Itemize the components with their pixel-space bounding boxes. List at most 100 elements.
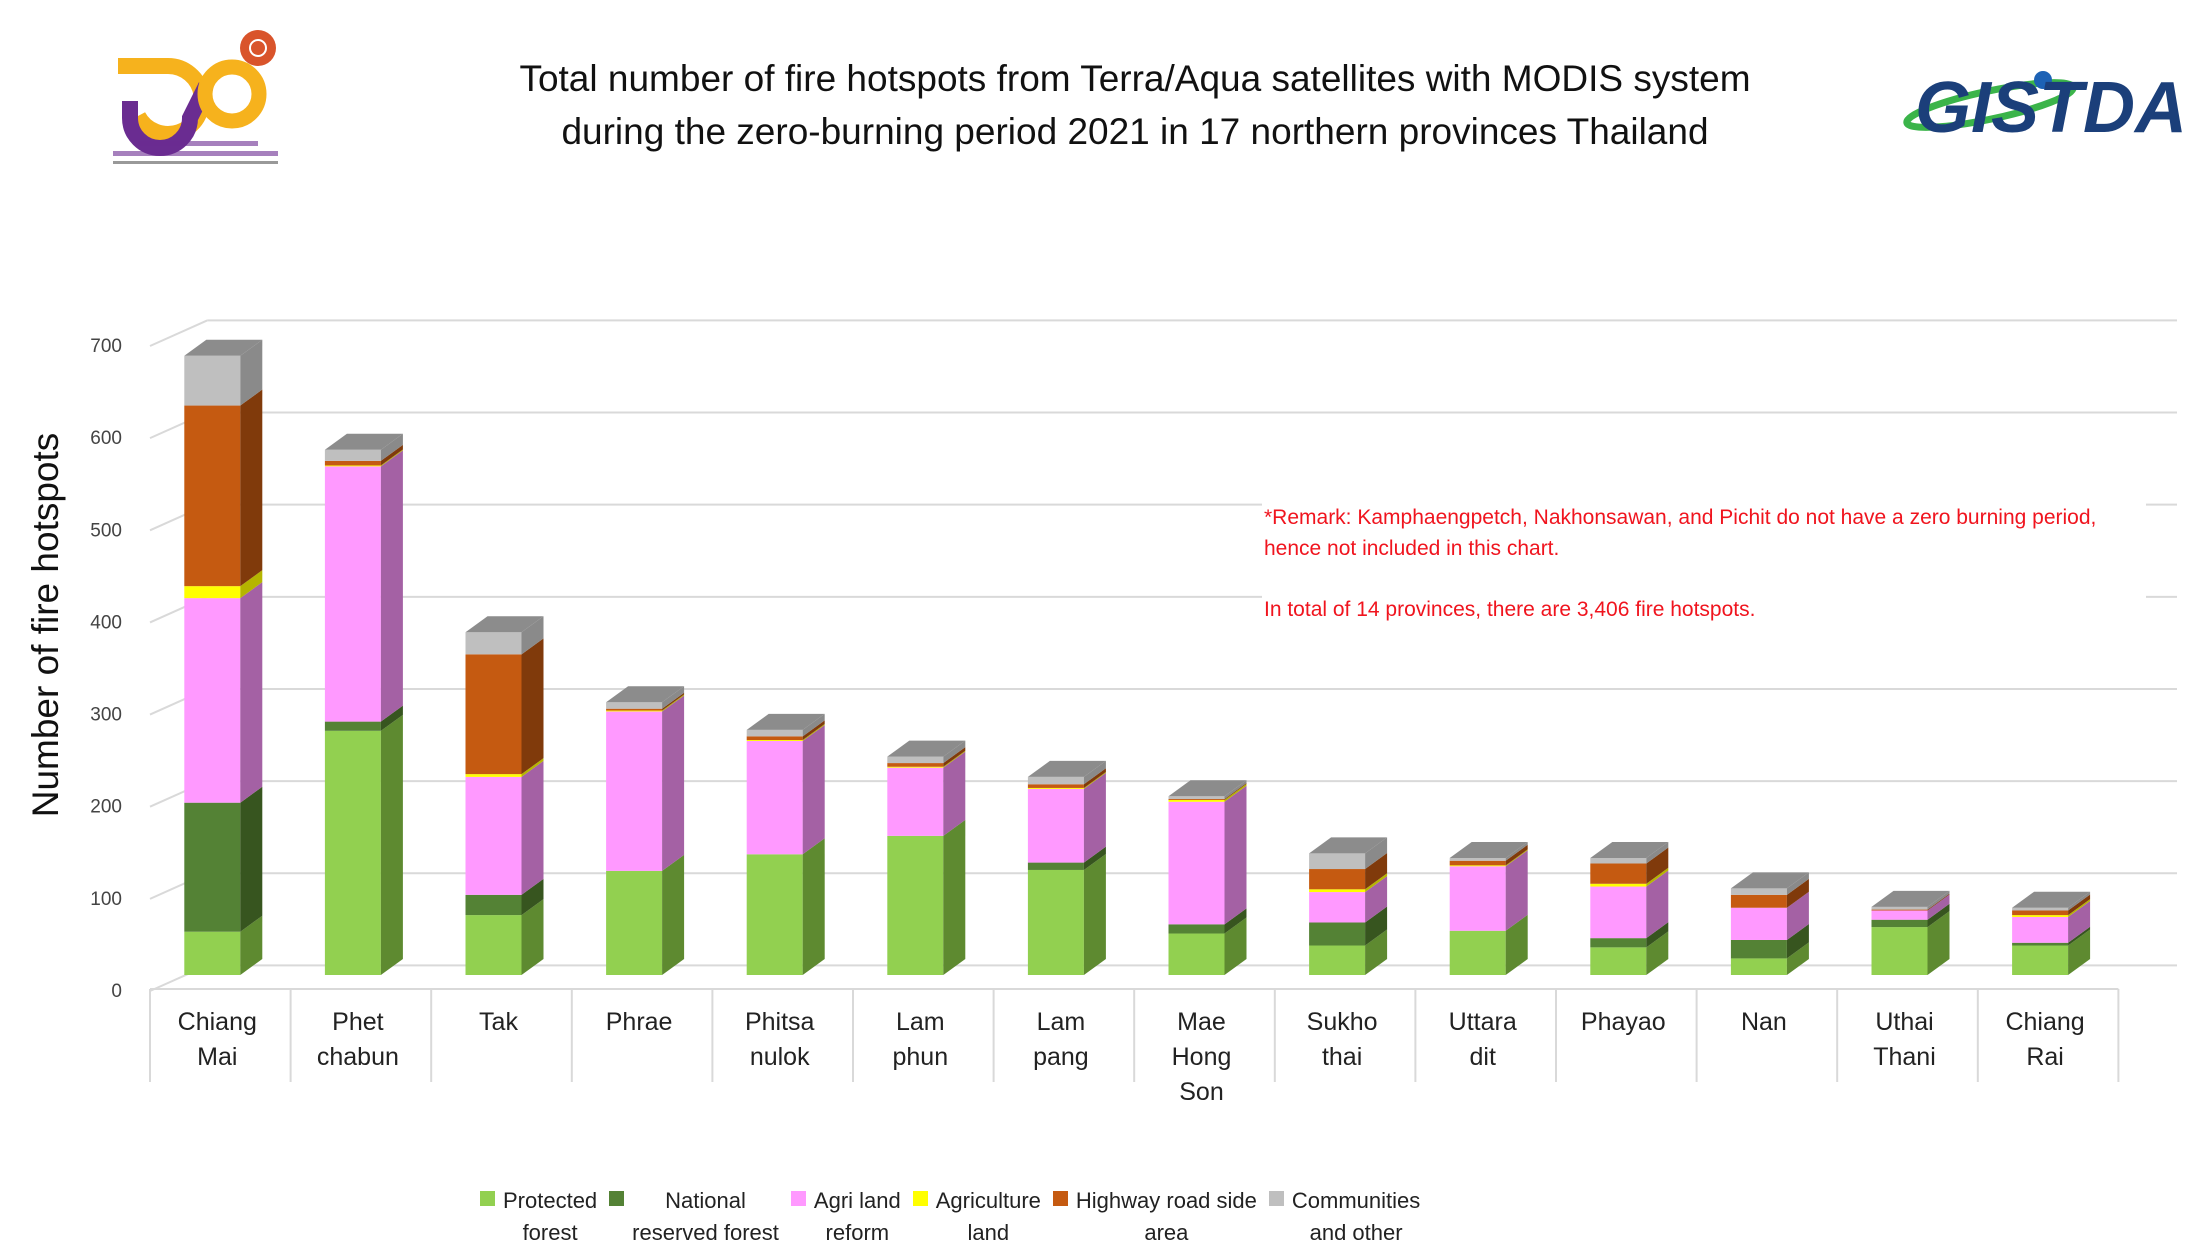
bar-top bbox=[2012, 891, 2091, 908]
bar-segment-side bbox=[521, 638, 544, 775]
bar-segment bbox=[184, 598, 241, 803]
bar-segment-side bbox=[521, 899, 544, 975]
y-tick-label: 600 bbox=[90, 428, 122, 449]
bar-segment bbox=[1309, 889, 1366, 893]
bar-segment bbox=[1730, 894, 1787, 908]
bar-segment bbox=[184, 802, 241, 932]
bar-segment-side bbox=[1927, 894, 1950, 920]
bar-segment bbox=[887, 767, 944, 836]
bar-segment-side bbox=[1646, 847, 1669, 884]
bar-stack bbox=[746, 713, 825, 975]
bar-segment-side bbox=[380, 705, 403, 731]
dqep-logo bbox=[113, 30, 278, 164]
bar-segment-side bbox=[802, 720, 825, 741]
bar-stack bbox=[887, 740, 966, 975]
bar-segment-side bbox=[802, 724, 825, 855]
bar-segment bbox=[887, 766, 944, 768]
bar-stack bbox=[1027, 760, 1106, 975]
bar-segment-side bbox=[1083, 853, 1106, 975]
y-tick-label: 200 bbox=[90, 797, 122, 818]
bar-segment-side bbox=[240, 389, 263, 587]
bar-segment-side bbox=[662, 695, 685, 871]
bar-segment-side bbox=[240, 582, 263, 803]
bar-segment bbox=[606, 711, 663, 871]
x-tick-label: phun bbox=[892, 1043, 948, 1071]
bar-segment-side bbox=[1646, 922, 1669, 948]
bar-segment bbox=[746, 740, 803, 855]
bar-segment bbox=[465, 632, 522, 655]
bar-segment bbox=[1168, 796, 1225, 800]
bar-top bbox=[1449, 841, 1528, 858]
bar-top bbox=[1730, 872, 1809, 889]
bar-segment-side bbox=[1786, 878, 1809, 908]
bar-segment-side bbox=[1224, 785, 1247, 925]
bar-segment-side bbox=[1365, 929, 1388, 975]
legend-item: Highway road side area bbox=[1052, 1185, 1257, 1249]
bar-stack bbox=[465, 616, 544, 975]
bar-segment bbox=[2012, 915, 2069, 917]
x-tick-label: dit bbox=[1469, 1043, 1495, 1071]
bar-segment-side bbox=[1505, 914, 1528, 975]
bar-stack bbox=[1871, 890, 1950, 975]
bar-segment bbox=[887, 835, 944, 975]
bar-segment-side bbox=[380, 449, 403, 467]
bar-segment-side bbox=[1224, 783, 1247, 800]
bar-segment bbox=[606, 708, 663, 711]
bar-segment bbox=[1871, 910, 1928, 920]
bar-segment-side bbox=[1927, 893, 1950, 911]
bar-segment bbox=[1027, 869, 1084, 975]
bar-segment-side bbox=[1505, 850, 1528, 931]
bar-segment bbox=[606, 702, 663, 709]
bar-segment-side bbox=[1927, 890, 1950, 910]
bar-segment-side bbox=[943, 750, 966, 768]
bar-segment-side bbox=[1224, 783, 1247, 802]
bar-segment-side bbox=[1646, 870, 1669, 939]
legend-swatch bbox=[1268, 1191, 1284, 1206]
legend-item: National reserved forest bbox=[609, 1185, 779, 1249]
bar-segment-side bbox=[380, 450, 403, 722]
bar-segment-side bbox=[1786, 872, 1809, 895]
bar-segment bbox=[184, 931, 241, 975]
bar-segment bbox=[324, 730, 381, 975]
x-tick-label: Thani bbox=[1873, 1043, 1936, 1071]
x-tick-label: pang bbox=[1033, 1043, 1089, 1071]
bar-segment-side bbox=[240, 786, 263, 932]
bar-segment bbox=[2012, 910, 2069, 916]
bar-segment-side bbox=[2068, 894, 2091, 916]
bar-segment-side bbox=[1083, 768, 1106, 788]
bar-segment bbox=[1309, 869, 1366, 890]
bar-segment bbox=[184, 586, 241, 599]
legend-label: Agriculture land bbox=[935, 1188, 1041, 1245]
x-tick-label: Phrae bbox=[606, 1008, 673, 1036]
bar-segment bbox=[1449, 857, 1506, 861]
bar-segment-side bbox=[2068, 900, 2091, 943]
bar-segment bbox=[887, 763, 944, 767]
gistda-logo: GISTDA bbox=[1903, 68, 2185, 148]
bar-segment-side bbox=[1646, 841, 1669, 864]
bar-segment-side bbox=[1224, 908, 1247, 934]
bar-top bbox=[746, 713, 825, 730]
x-tick-label: Chiang bbox=[2005, 1008, 2084, 1036]
x-tick-label: Tak bbox=[479, 1008, 518, 1036]
legend-label: Communities and other bbox=[1291, 1188, 1421, 1245]
bar-segment-side bbox=[380, 433, 403, 461]
bar-segment-side bbox=[1365, 906, 1388, 946]
bar-top bbox=[324, 433, 403, 450]
legend: Protected forest National reserved forest Ag… bbox=[480, 1185, 1432, 1249]
bar-segment bbox=[324, 465, 381, 467]
bar-segment bbox=[2012, 942, 2069, 946]
bar-segment bbox=[324, 721, 381, 731]
bar-segment-side bbox=[380, 714, 403, 975]
remark-line-2: In total of 14 provinces, there are 3,40… bbox=[1264, 598, 1756, 621]
bar-segment-side bbox=[1083, 772, 1106, 863]
bar-segment-side bbox=[802, 713, 825, 737]
bar-segment-side bbox=[2068, 929, 2091, 975]
bar-segment bbox=[324, 449, 381, 461]
bar-segment bbox=[746, 729, 803, 737]
bar-segment bbox=[1871, 927, 1928, 975]
bar-segment bbox=[1168, 933, 1225, 975]
bar-segment-side bbox=[1927, 911, 1950, 975]
bar-segment bbox=[1168, 801, 1225, 925]
bar-top bbox=[887, 740, 966, 757]
